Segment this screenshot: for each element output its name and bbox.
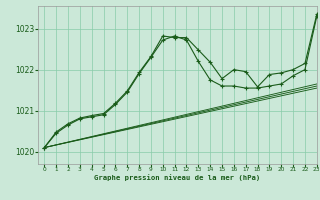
X-axis label: Graphe pression niveau de la mer (hPa): Graphe pression niveau de la mer (hPa) xyxy=(94,175,261,181)
